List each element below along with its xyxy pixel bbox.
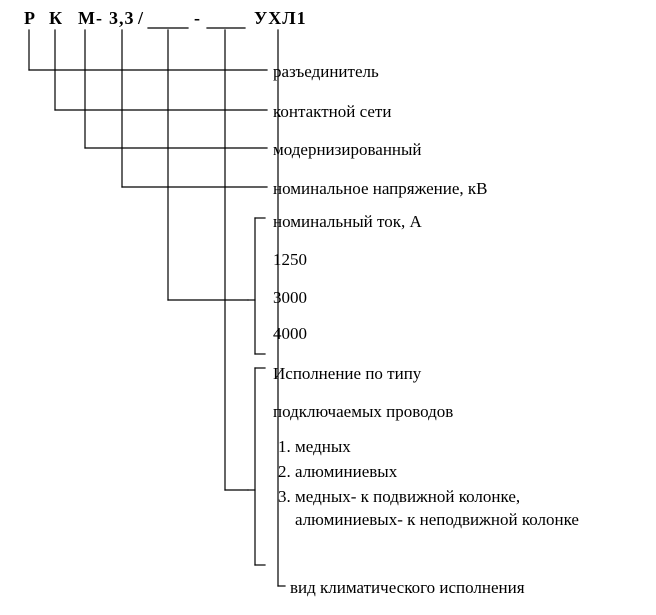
label-climate-execution: вид климатического исполнения	[290, 578, 525, 598]
code-dash-1: -	[96, 8, 103, 30]
code-voltage: 3,3	[109, 8, 135, 30]
conn-item-1: медных	[295, 436, 633, 459]
label-nominal-current-title: номинальный ток, А	[273, 212, 422, 232]
current-value-3: 4000	[273, 324, 307, 344]
code-letter-m: М	[78, 8, 96, 30]
label-modernized: модернизированный	[273, 140, 422, 160]
current-value-2: 3000	[273, 288, 307, 308]
code-letter-p: Р	[24, 8, 36, 30]
code-letter-k: К	[49, 8, 63, 30]
label-disconnector: разъединитель	[273, 62, 379, 82]
code-slash: /	[138, 8, 144, 30]
connection-type-list: медных алюминиевых медных- к подвижной к…	[273, 436, 633, 532]
label-nominal-voltage: номинальное напряжение, кВ	[273, 179, 488, 199]
code-climate: УХЛ1	[254, 8, 307, 30]
label-contact-network: контактной сети	[273, 102, 391, 122]
current-value-1: 1250	[273, 250, 307, 270]
label-execution-title-2: подключаемых проводов	[273, 402, 453, 422]
conn-item-3: медных- к подвижной колонке, алюминиевых…	[295, 486, 633, 532]
code-dash-2: -	[194, 8, 201, 30]
label-execution-title-1: Исполнение по типу	[273, 364, 421, 384]
conn-item-2: алюминиевых	[295, 461, 633, 484]
